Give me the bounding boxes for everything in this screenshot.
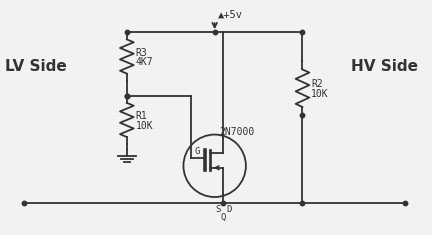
- Text: G: G: [194, 147, 200, 156]
- Text: R1: R1: [136, 111, 147, 121]
- Text: 2N7000: 2N7000: [219, 127, 255, 137]
- Text: 10K: 10K: [311, 89, 329, 99]
- Text: ▲+5v: ▲+5v: [218, 9, 243, 20]
- Text: S: S: [215, 205, 220, 214]
- Text: Q: Q: [221, 213, 226, 222]
- Text: D: D: [227, 205, 232, 214]
- Text: 10K: 10K: [136, 121, 153, 131]
- Text: R2: R2: [311, 79, 323, 89]
- Text: 4K7: 4K7: [136, 57, 153, 67]
- Text: LV Side: LV Side: [5, 59, 67, 74]
- Text: R3: R3: [136, 48, 147, 58]
- Text: HV Side: HV Side: [351, 59, 418, 74]
